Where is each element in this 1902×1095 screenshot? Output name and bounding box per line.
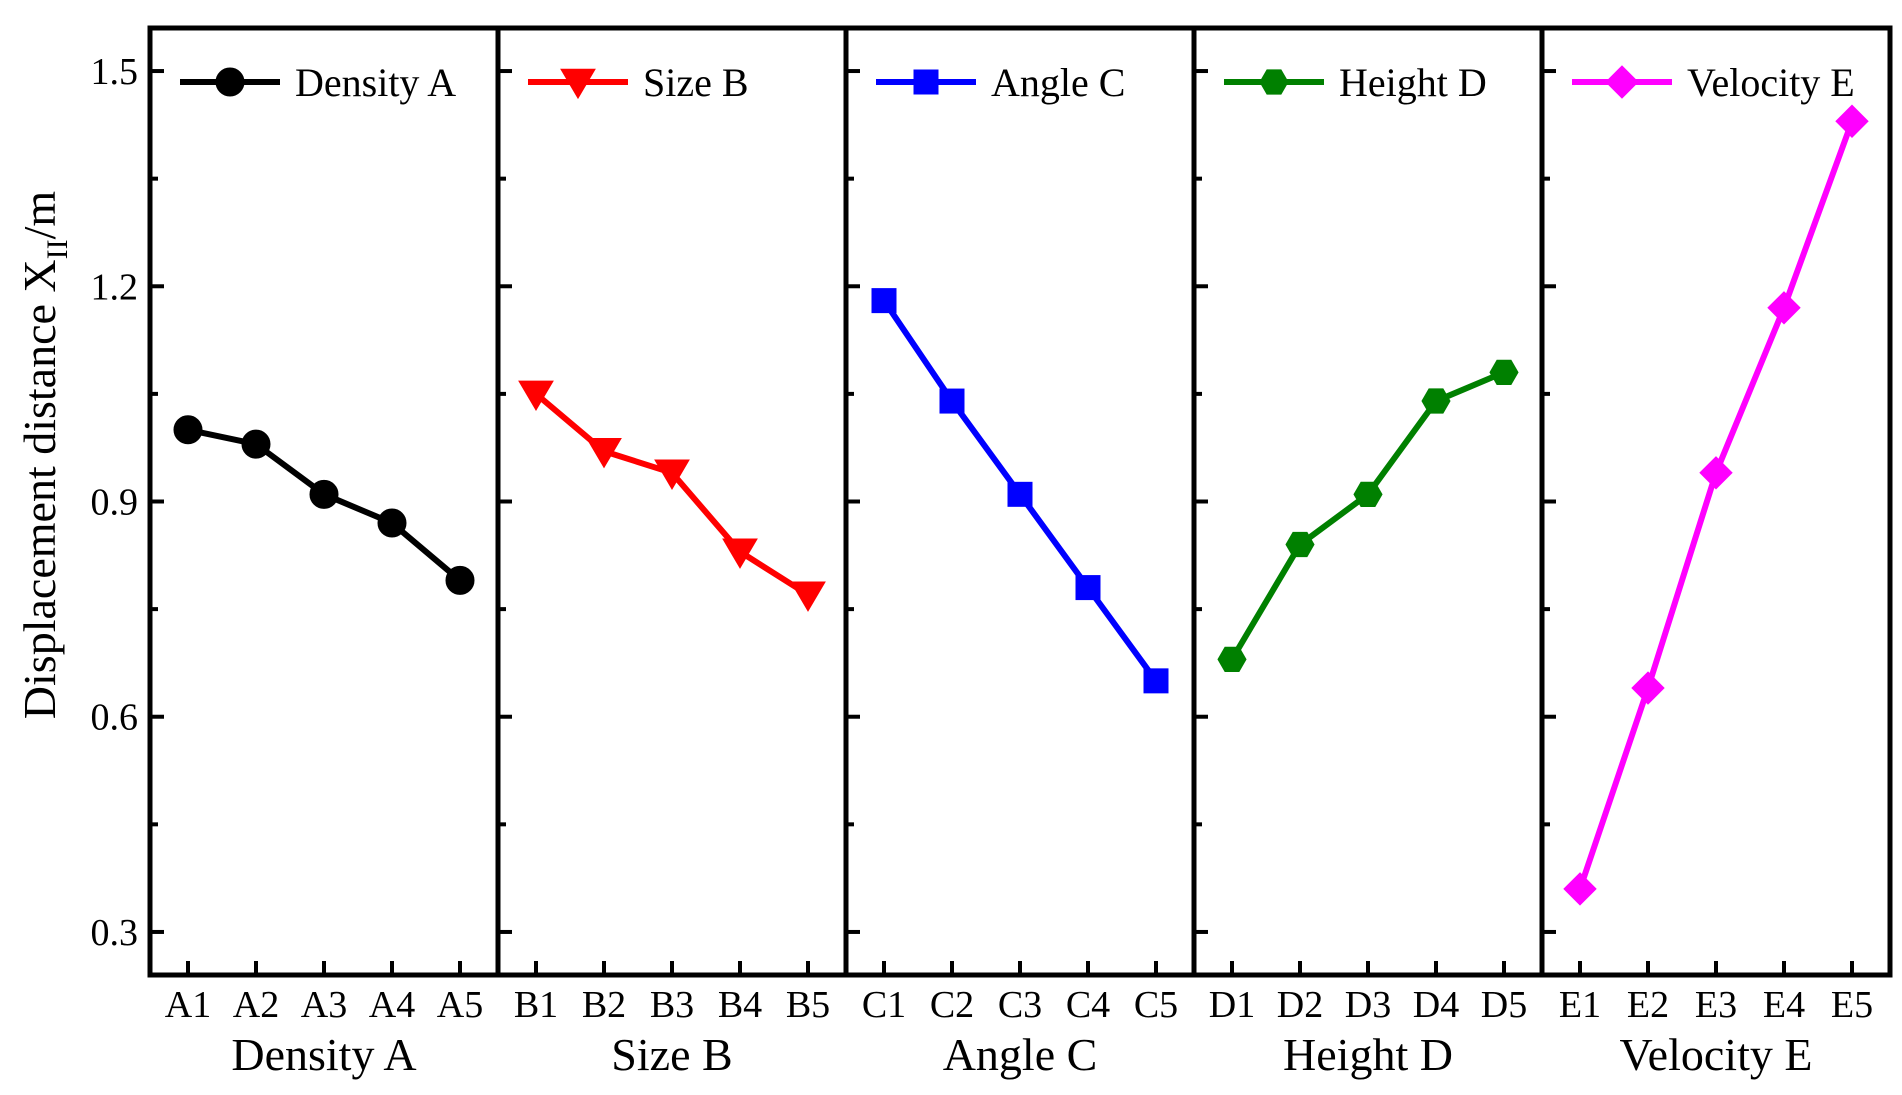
legend-label: Density A — [295, 60, 456, 105]
x-tick-label: C3 — [998, 984, 1042, 1026]
legend-label: Velocity E — [1687, 60, 1855, 105]
x-tick-label: C4 — [1066, 984, 1110, 1026]
data-point-marker — [1489, 359, 1519, 385]
series-line — [1229, 369, 1506, 661]
x-axis-label: Velocity E — [1620, 1029, 1813, 1080]
panel-frame — [1539, 25, 1893, 978]
x-tick-label: E4 — [1763, 984, 1805, 1026]
data-point-marker — [1007, 481, 1033, 507]
panel-frames — [147, 25, 1893, 978]
legend-label: Height D — [1339, 60, 1487, 105]
data-point-marker — [377, 508, 407, 538]
panel-4: D1 D2 D3 D4 D5 Height D Height D — [1194, 60, 1527, 1080]
y-axis-label: Displacement distance XII/m — [14, 191, 74, 720]
data-point-marker — [1563, 872, 1597, 906]
legend-entry: Velocity E — [1572, 60, 1855, 105]
x-axis-label: Density A — [231, 1029, 416, 1080]
y-tick-label: 0.9 — [91, 482, 139, 524]
y-axis-label-main: Displacement distance X — [14, 259, 65, 719]
data-point-marker — [1217, 646, 1247, 672]
data-point-marker — [913, 69, 939, 95]
x-tick-label: B5 — [786, 984, 830, 1026]
x-tick-label: D5 — [1481, 984, 1527, 1026]
data-point-marker — [241, 429, 271, 459]
x-tick-label: B1 — [514, 984, 558, 1026]
data-point-marker — [1605, 65, 1639, 99]
data-point-marker — [1421, 388, 1451, 414]
data-point-marker — [1143, 668, 1169, 694]
panel-3: C1 C2 C3 C4 C5 Angle C Angle C — [846, 60, 1178, 1080]
x-tick-label: E3 — [1695, 984, 1737, 1026]
data-point-marker — [173, 415, 203, 445]
legend-label: Size B — [643, 60, 749, 105]
data-point-marker — [309, 479, 339, 509]
x-tick-label: D2 — [1277, 984, 1323, 1026]
x-tick-label: C1 — [862, 984, 906, 1026]
data-point-marker — [790, 581, 826, 612]
data-point-marker — [654, 459, 690, 490]
x-tick-label: A5 — [437, 984, 483, 1026]
series-line — [1577, 120, 1855, 890]
data-point-marker — [1631, 671, 1665, 705]
data-point-marker — [586, 438, 622, 469]
y-tick-label: 1.2 — [91, 266, 139, 308]
y-tick-label: 0.3 — [91, 912, 139, 954]
data-point-marker — [560, 68, 596, 100]
x-axis-label: Size B — [611, 1029, 732, 1080]
data-point-marker — [939, 388, 965, 414]
legend-entry: Angle C — [876, 60, 1125, 105]
data-point-marker — [518, 380, 554, 412]
data-point-marker — [722, 538, 758, 569]
data-point-marker — [1285, 531, 1315, 558]
x-tick-label: E2 — [1627, 984, 1669, 1026]
y-axis-label-subscript: II — [41, 239, 74, 259]
x-tick-label: E5 — [1831, 984, 1873, 1026]
data-point-marker — [445, 565, 475, 595]
y-tick-label: 1.5 — [91, 51, 139, 93]
x-tick-label: C5 — [1134, 984, 1178, 1026]
x-tick-label: C2 — [930, 984, 974, 1026]
y-axis-ticks: 0.3 0.6 0.9 1.2 1.5 — [91, 51, 139, 954]
data-point-marker — [1835, 104, 1869, 138]
x-tick-label: A2 — [233, 984, 279, 1026]
panel-5: E1 E2 E3 E4 E5 Velocity E Velocity E — [1542, 60, 1873, 1080]
y-axis-label-unit: /m — [14, 191, 65, 240]
x-axis-label: Height D — [1283, 1029, 1453, 1080]
data-point-marker — [1075, 575, 1101, 601]
x-tick-label: D4 — [1413, 984, 1459, 1026]
x-tick-label: A1 — [165, 984, 211, 1026]
x-tick-label: B4 — [718, 984, 762, 1026]
legend-entry: Size B — [528, 60, 749, 105]
panel-1: A1 A2 A3 A4 A5 Density A Density A — [150, 60, 483, 1080]
legend-entry: Height D — [1224, 60, 1487, 105]
data-point-marker — [1259, 69, 1289, 95]
x-tick-label: A3 — [301, 984, 347, 1026]
x-tick-label: E1 — [1559, 984, 1601, 1026]
data-point-marker — [1767, 291, 1801, 325]
x-tick-label: A4 — [369, 984, 415, 1026]
panel-2: B1 B2 B3 B4 B5 Size B Size B — [498, 60, 830, 1080]
legend-label: Angle C — [991, 60, 1125, 105]
x-tick-label: D1 — [1209, 984, 1255, 1026]
x-axis-label: Angle C — [943, 1029, 1098, 1080]
x-tick-label: B3 — [650, 984, 694, 1026]
data-point-marker — [215, 67, 245, 97]
x-tick-label: D3 — [1345, 984, 1391, 1026]
y-tick-label: 0.6 — [91, 697, 139, 739]
series-line — [534, 391, 810, 598]
panel-frame — [495, 25, 849, 978]
legend-entry: Density A — [180, 60, 456, 105]
data-point-marker — [1353, 481, 1383, 507]
x-tick-label: B2 — [582, 984, 626, 1026]
panels: A1 A2 A3 A4 A5 Density A Density A B1 B2 B3 B4 B5 Si… — [150, 60, 1873, 1080]
data-point-marker — [1699, 456, 1733, 490]
data-point-marker — [871, 288, 897, 314]
